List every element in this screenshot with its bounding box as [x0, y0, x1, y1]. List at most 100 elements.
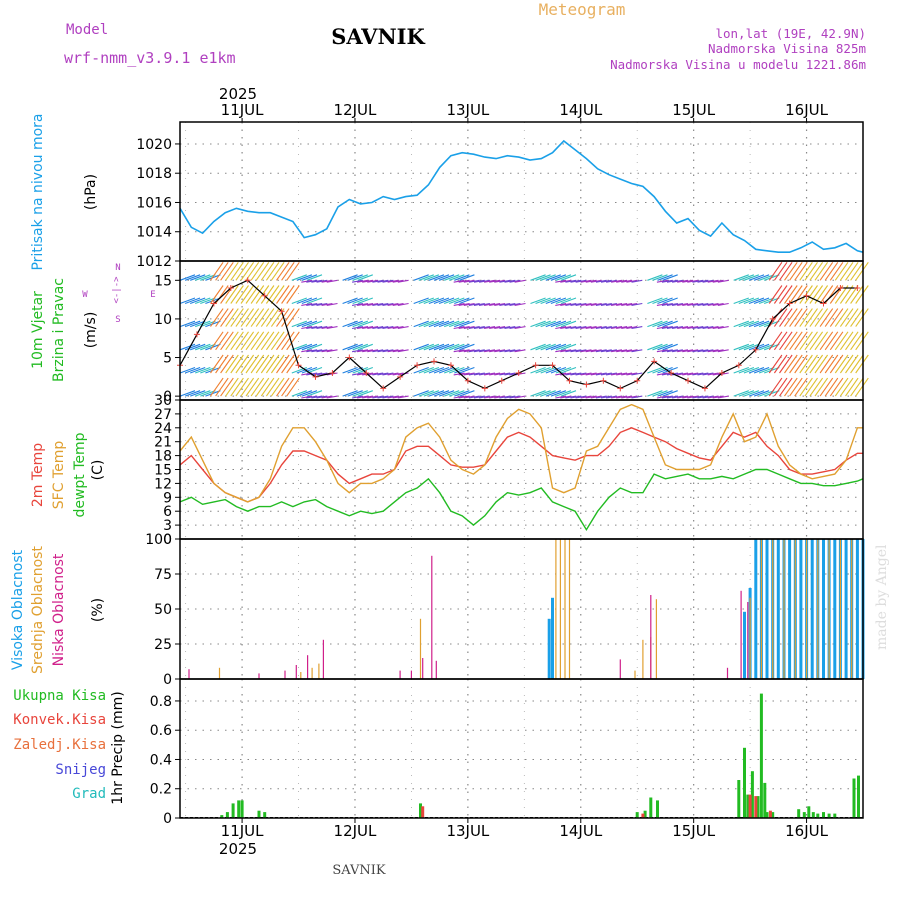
wind-barb: [235, 354, 249, 374]
wind-barb: [489, 395, 501, 399]
wind-barb: [666, 326, 678, 330]
high-cloud-bar: [743, 611, 746, 679]
wind-barb: [794, 261, 808, 281]
wind-barb: [652, 320, 668, 328]
wind-barb: [444, 320, 460, 328]
wind-barb: [240, 285, 255, 304]
wind-barb: [712, 326, 724, 330]
low-cloud-bar: [726, 667, 729, 679]
wind-barb: [454, 366, 470, 374]
wind-barb: [444, 366, 460, 374]
wind-barb: [250, 331, 265, 351]
wind-barb: [250, 354, 265, 374]
wind-barb: [768, 377, 783, 397]
wind-barb: [311, 349, 323, 353]
wind-barb: [225, 261, 239, 281]
total-precip-bar: [649, 797, 653, 818]
wind-barb: [809, 331, 824, 351]
wind-barb: [265, 331, 280, 351]
wind-barb: [585, 372, 597, 376]
wind-barb: [413, 343, 429, 351]
wind-barb: [647, 274, 663, 281]
wind-barb: [819, 331, 834, 351]
wind-barb: [834, 261, 849, 281]
wind-barb: [245, 308, 260, 327]
wind-barb: [809, 377, 824, 397]
wind-barb: [647, 297, 663, 305]
wind-barb: [463, 279, 475, 283]
wind-gust-marker: [414, 362, 421, 369]
total-precip-bar: [857, 775, 860, 818]
wind-gust-marker: [295, 362, 302, 369]
wind-barb: [555, 320, 572, 328]
y-tick-label: 75: [154, 567, 172, 583]
wind-barb: [814, 354, 829, 374]
compass-arrow: <-|->: [112, 276, 122, 304]
wind-barb: [377, 279, 389, 283]
wind-barb: [819, 261, 834, 281]
wind-gust-marker: [617, 385, 624, 392]
wind-barb: [656, 279, 668, 283]
wind-barb: [850, 354, 864, 374]
wind-barb: [367, 372, 379, 376]
wind-barb: [540, 297, 556, 305]
wind-barb: [468, 326, 480, 330]
wind-barb: [286, 261, 300, 281]
wind-barb: [433, 297, 450, 305]
wind-barb: [560, 390, 577, 397]
wind-barb: [296, 274, 313, 281]
wind-barb: [560, 274, 577, 281]
wind-barb: [585, 349, 597, 353]
wind-barb: [652, 343, 668, 351]
wind-barb: [342, 320, 358, 328]
wind-barb: [621, 302, 633, 306]
wind-barb: [545, 343, 561, 351]
mid-cloud-bar: [806, 539, 808, 679]
wind-barb: [306, 326, 318, 330]
wind-barb: [352, 274, 368, 281]
total-precip-bar: [833, 813, 837, 818]
wind-barb: [514, 326, 526, 330]
wind-barb: [712, 349, 724, 353]
wind-barb: [184, 297, 201, 305]
wind-barb: [595, 395, 607, 399]
cloud-label-high: Visoka Oblacnost: [10, 549, 26, 670]
pressure-unit: (hPa): [83, 174, 99, 210]
year-bottom: 2025: [219, 840, 257, 858]
wind-barb: [626, 372, 638, 376]
wind-barb: [733, 274, 749, 281]
wind-barb: [387, 326, 399, 330]
y-tick-label: 0.2: [150, 782, 172, 798]
wind-barb: [621, 395, 633, 399]
wind-barb: [692, 326, 704, 330]
wind-barb: [260, 261, 275, 281]
wind-barb: [382, 326, 394, 330]
wind-barb: [779, 285, 793, 304]
temp2m-line: [179, 427, 863, 503]
mid-cloud-bar: [794, 539, 796, 679]
low-cloud-bar: [747, 602, 749, 679]
mid-cloud-bar: [634, 670, 636, 679]
wind-barb: [392, 372, 404, 376]
wind-barb: [809, 285, 824, 304]
wind-barb: [814, 261, 829, 281]
wind-barb: [707, 395, 719, 399]
wind-barb: [347, 343, 363, 351]
wind-barb: [657, 366, 673, 374]
wind-barb: [265, 354, 280, 374]
wind-barb: [748, 343, 765, 351]
wind-barb: [392, 349, 404, 353]
wind-barb: [733, 297, 749, 305]
wind-barb: [260, 285, 275, 304]
wind-gust-marker: [752, 346, 759, 353]
wind-barb: [382, 349, 394, 353]
wind-barb: [509, 326, 521, 330]
wind-barb: [535, 366, 551, 374]
wind-barb: [499, 395, 511, 399]
wind-gust-marker: [210, 300, 217, 307]
total-precip-bar: [822, 812, 825, 818]
wind-barb: [753, 390, 770, 397]
wind-barb: [499, 349, 511, 353]
wind-barb: [799, 377, 813, 397]
wind-barb: [372, 279, 384, 283]
